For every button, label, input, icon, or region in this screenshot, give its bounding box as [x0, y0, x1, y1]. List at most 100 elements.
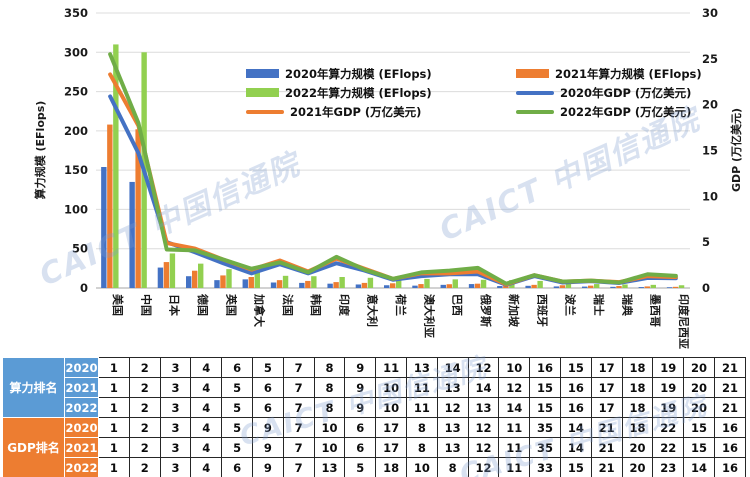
- rank-cell: 35: [529, 417, 561, 438]
- rank-cell: 8: [405, 437, 438, 458]
- rank-cell: 3: [159, 437, 192, 458]
- bar: [163, 262, 170, 288]
- x-axis-label: 新加坡: [507, 294, 521, 328]
- rank-cell: 3: [159, 397, 192, 418]
- legend-row: 2020年算力规模 (EFlops) 2021年算力规模 (EFlops): [246, 64, 702, 83]
- year-cell: 2021: [64, 377, 99, 398]
- rank-cell: 8: [313, 377, 346, 398]
- bar: [666, 287, 673, 288]
- bar: [480, 279, 487, 288]
- year-cell: 2020: [64, 417, 99, 438]
- x-axis-label: 中国: [139, 294, 153, 316]
- year-cell: 2020: [64, 357, 99, 378]
- right-axis-tick: 0: [702, 281, 710, 295]
- left-axis-tick: 350: [64, 6, 88, 20]
- rank-cell: 9: [344, 357, 377, 378]
- rank-cell: 7: [282, 377, 315, 398]
- rank-cell: 1: [98, 397, 130, 418]
- bar: [367, 277, 374, 288]
- bar: [474, 283, 481, 288]
- rank-cell: 6: [221, 457, 253, 477]
- rank-cell: 1: [98, 437, 130, 458]
- legend-bar-swatch: [246, 69, 279, 78]
- x-axis-label: 加拿大: [253, 293, 267, 327]
- rank-cell: 13: [313, 457, 346, 477]
- rank-cell: 16: [713, 437, 747, 458]
- rank-cell: 15: [683, 437, 715, 458]
- bar: [440, 284, 446, 288]
- gdp-line: [108, 52, 678, 286]
- right-axis-tick: 5: [702, 235, 710, 249]
- left-axis-tick: 250: [64, 85, 88, 99]
- legend-label: 2022年算力规模 (EFlops): [285, 85, 432, 100]
- rank-cell: 35: [529, 437, 561, 458]
- rank-cell: 23: [652, 457, 685, 477]
- rank-cell: 12: [467, 437, 500, 458]
- rank-cell: 19: [652, 397, 685, 418]
- bar: [113, 44, 119, 288]
- rank-cell: 20: [683, 397, 715, 418]
- legend-row: 2022年算力规模 (EFlops) 2020年GDP (万亿美元): [246, 83, 702, 102]
- rank-cell: 20: [621, 437, 654, 458]
- bar: [333, 282, 339, 288]
- rank-cell: 9: [251, 437, 284, 458]
- bar: [361, 282, 368, 288]
- bar: [525, 285, 531, 288]
- left-axis-tick: 100: [64, 202, 88, 216]
- rank-cell: 14: [559, 437, 592, 458]
- table-row: GDP排名 2020 1 2 3 4 5 9 7 10 6 17 8 13 12 11 35 14 21 18 22 15…: [2, 417, 747, 477]
- rank-cell: 12: [467, 357, 500, 378]
- rank-cell: 13: [467, 397, 500, 418]
- rank-cell: 18: [621, 397, 654, 418]
- rank-cell: 4: [190, 357, 223, 378]
- right-axis-tick: 10: [702, 189, 718, 203]
- bar: [384, 285, 390, 288]
- rank-cell: 11: [375, 357, 407, 378]
- right-axis-tick: 25: [702, 52, 718, 66]
- rank-cell: 16: [713, 417, 747, 438]
- bar: [638, 287, 644, 288]
- bar: [418, 284, 424, 288]
- left-axis-tick: 200: [64, 124, 88, 138]
- rank-cell: 4: [190, 417, 223, 438]
- rank-cell: 8: [405, 417, 438, 438]
- right-axis-tick: 20: [702, 98, 718, 112]
- bar: [412, 285, 418, 288]
- rank-cell: 18: [621, 417, 654, 438]
- rank-cell: 12: [498, 377, 531, 398]
- row-group-label: GDP排名: [2, 417, 65, 477]
- rank-cell: 11: [405, 377, 438, 398]
- rank-cell: 7: [282, 417, 315, 438]
- rank-cell: 2: [128, 417, 161, 438]
- rank-cell: 18: [375, 457, 407, 477]
- rank-cell: 18: [621, 357, 654, 378]
- rank-cell: 15: [559, 357, 592, 378]
- x-axis-label: 韩国: [309, 294, 323, 316]
- rank-cell: 22: [652, 417, 685, 438]
- x-axis-label: 瑞士: [592, 294, 606, 316]
- rank-cell: 5: [221, 417, 253, 438]
- rank-cell: 3: [159, 457, 192, 477]
- x-axis-label: 澳大利亚: [422, 294, 436, 338]
- rank-cell: 7: [282, 437, 315, 458]
- rank-cell: 8: [313, 357, 346, 378]
- left-axis-title: 算力规模 (EFlops): [34, 100, 47, 200]
- bar: [186, 276, 192, 288]
- rank-cell: 20: [683, 377, 715, 398]
- rank-cell: 9: [251, 457, 284, 477]
- rank-cell: 21: [713, 397, 747, 418]
- bar: [396, 278, 402, 288]
- rank-cell: 14: [683, 457, 715, 477]
- rank-cell: 10: [498, 357, 531, 378]
- rank-cell: 8: [436, 457, 469, 477]
- left-axis-tick: 50: [72, 242, 88, 256]
- rank-cell: 2: [128, 357, 161, 378]
- rank-cell: 14: [498, 397, 531, 418]
- gdp-line: [108, 94, 678, 287]
- legend-item: 2022年算力规模 (EFlops): [246, 85, 516, 101]
- bar: [242, 279, 248, 288]
- bar: [276, 280, 283, 288]
- rank-cell: 16: [713, 457, 747, 477]
- rank-cell: 14: [436, 357, 469, 378]
- rank-cell: 10: [375, 377, 407, 398]
